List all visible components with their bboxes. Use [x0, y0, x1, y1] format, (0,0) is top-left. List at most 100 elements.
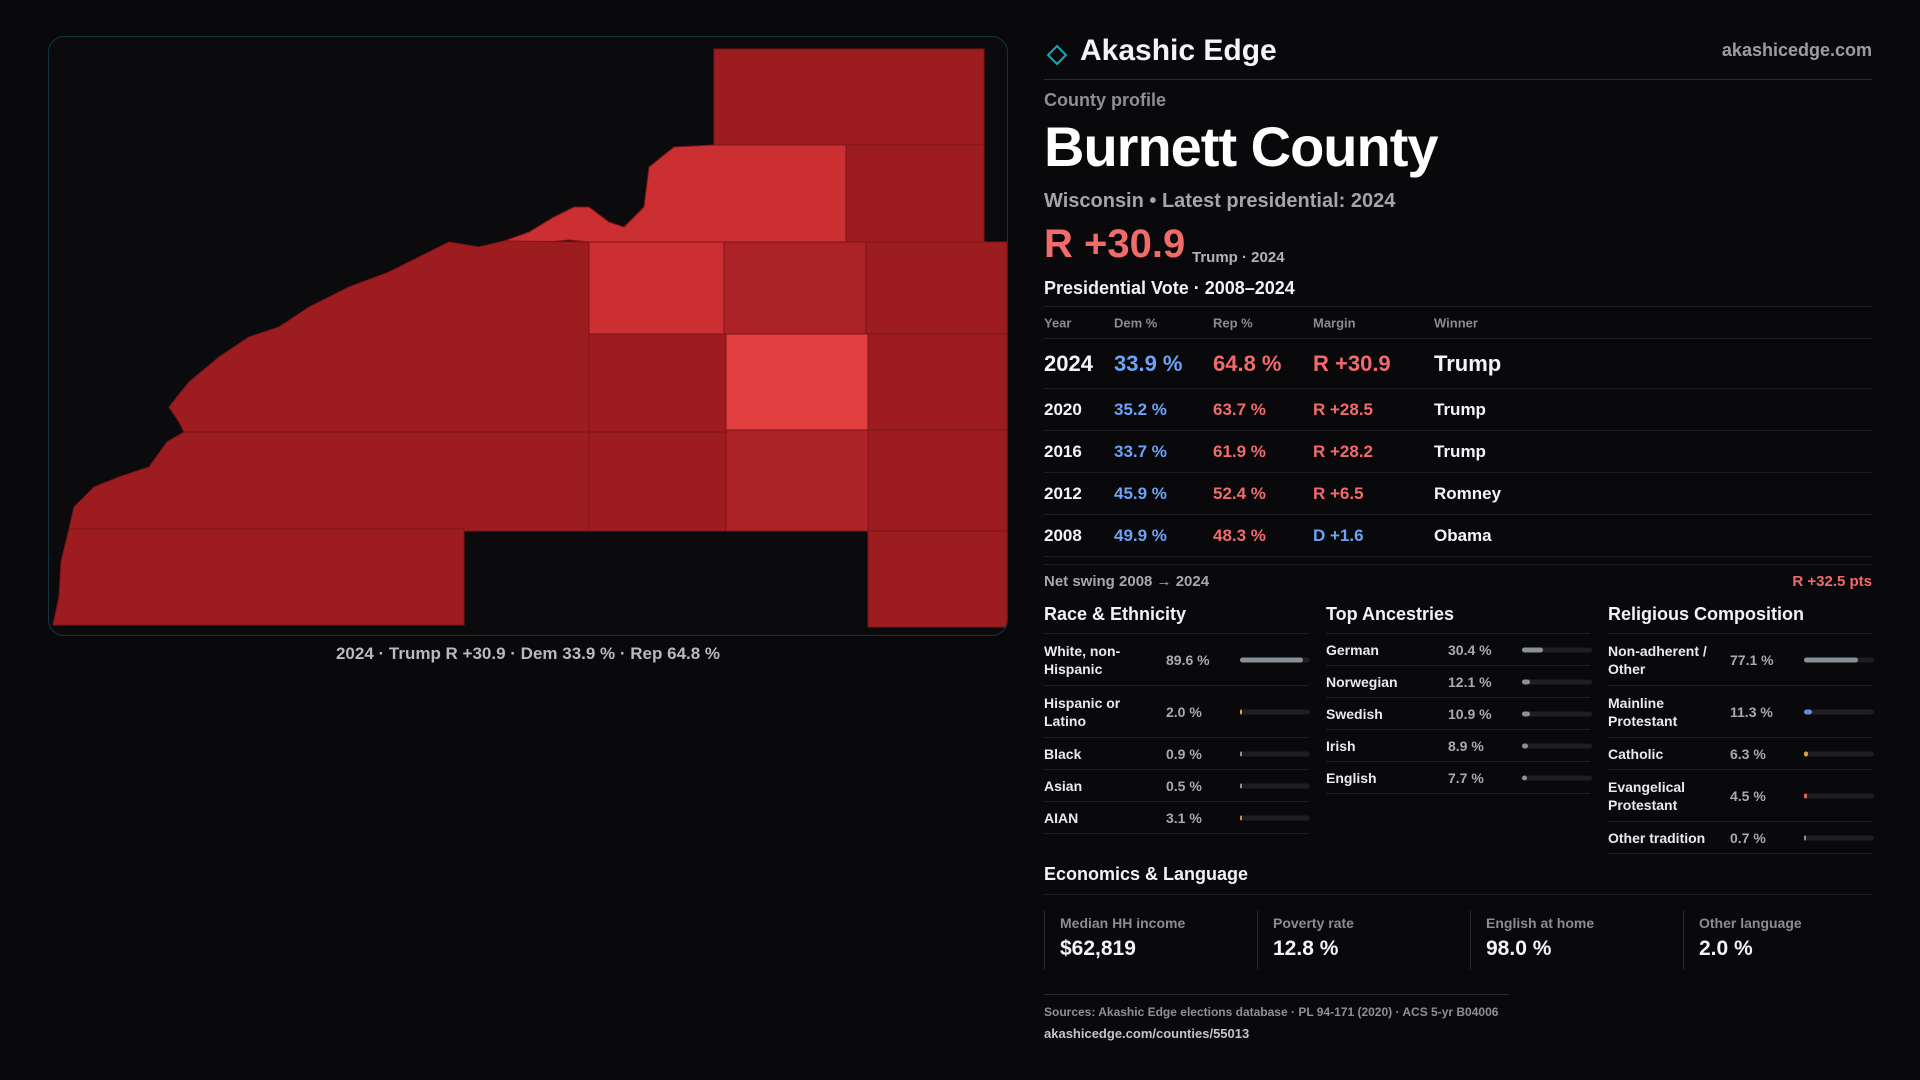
item-label: Norwegian [1326, 673, 1398, 690]
item-percent: 7.7 % [1448, 769, 1484, 786]
item-label: English [1326, 769, 1377, 786]
item-label: Non-adherent / Other [1608, 642, 1707, 677]
tract-center-bright [725, 333, 869, 431]
share-bar-track [1240, 751, 1310, 756]
cell-dem: 33.9 % [1114, 350, 1183, 376]
stat-poverty-rate: Poverty rate 12.8 % [1257, 911, 1457, 969]
tract-southeast [867, 530, 1007, 628]
cell-dem: 45.9 % [1114, 483, 1167, 503]
section-title: Religious Composition [1608, 602, 1872, 634]
item-percent: 12.1 % [1448, 673, 1492, 690]
county-source-link[interactable]: akashicedge.com/counties/55013 [1044, 1026, 1250, 1041]
col-header-margin: Margin [1313, 315, 1356, 330]
tract-east-mid [867, 333, 1007, 431]
county-map [52, 48, 1007, 628]
list-item: Irish 8.9 % [1326, 730, 1592, 762]
section-title: Top Ancestries [1326, 602, 1590, 634]
item-label: Swedish [1326, 705, 1383, 722]
item-label: Other tradition [1608, 829, 1706, 846]
cell-rep: 52.4 % [1213, 483, 1266, 503]
economics-stats: Median HH income $62,819 Poverty rate 12… [1044, 894, 1872, 972]
share-bar-fill [1240, 815, 1242, 820]
share-bar-track [1804, 835, 1874, 840]
stat-value: 2.0 % [1699, 937, 1753, 960]
table-row: 2008 49.9 % 48.3 % D +1.6 Obama [1044, 515, 1872, 557]
item-label: AIAN [1044, 809, 1079, 826]
tract-north-mid [503, 144, 847, 248]
item-label: Black [1044, 745, 1082, 762]
item-percent: 0.5 % [1166, 777, 1202, 794]
stat-label: Other language [1699, 915, 1802, 931]
share-bar-track [1522, 647, 1592, 652]
stat-value: 12.8 % [1273, 937, 1339, 960]
item-percent: 6.3 % [1730, 745, 1766, 762]
economics-section-title: Economics & Language [1044, 864, 1249, 884]
table-row: 2024 33.9 % 64.8 % R +30.9 Trump [1044, 339, 1872, 389]
item-percent: 11.3 % [1730, 703, 1773, 720]
item-percent: 8.9 % [1448, 737, 1484, 754]
stat-value: 98.0 % [1486, 937, 1552, 960]
share-bar-track [1522, 711, 1592, 716]
list-item: Swedish 10.9 % [1326, 698, 1592, 730]
tract-east-south [867, 429, 1007, 532]
tract-east-north [865, 241, 1007, 335]
share-bar-fill [1804, 793, 1807, 798]
tract-west-upper [168, 240, 590, 433]
county-profile-panel: Akashic Edge akashicedge.com County prof… [1044, 0, 1874, 1080]
cell-winner: Trump [1434, 399, 1486, 419]
share-bar-fill [1522, 743, 1528, 748]
cell-rep: 61.9 % [1213, 441, 1266, 461]
item-percent: 10.9 % [1448, 705, 1492, 722]
stat-value: $62,819 [1060, 937, 1136, 960]
share-bar-fill [1522, 679, 1530, 684]
headline-note: Trump · 2024 [1192, 249, 1285, 266]
share-bar-fill [1240, 709, 1242, 714]
item-percent: 0.9 % [1166, 745, 1202, 762]
share-bar-fill [1240, 783, 1242, 788]
item-percent: 0.7 % [1730, 829, 1766, 846]
list-item: English 7.7 % [1326, 762, 1592, 794]
tract-center-north [588, 241, 725, 335]
share-bar-fill [1240, 657, 1303, 662]
table-row: 2020 35.2 % 63.7 % R +28.5 Trump [1044, 389, 1872, 431]
share-bar-fill [1522, 647, 1543, 652]
tract-north-top [713, 48, 985, 146]
item-percent: 2.0 % [1166, 703, 1202, 720]
map-caption: 2024 · Trump R +30.9 · Dem 33.9 % · Rep … [335, 644, 721, 663]
cell-winner: Trump [1434, 441, 1486, 461]
cell-dem: 33.7 % [1114, 441, 1167, 461]
vote-table-header: Year Dem % Rep % Margin Winner [1044, 307, 1872, 339]
cell-dem: 35.2 % [1114, 399, 1167, 419]
share-bar-track [1522, 743, 1592, 748]
diamond-logo-icon [1046, 44, 1068, 66]
brand-url-link[interactable]: akashicedge.com [1721, 40, 1872, 60]
net-swing-value: R +32.5 pts [1792, 573, 1872, 590]
list-item: Catholic 6.3 % [1608, 738, 1874, 770]
col-header-rep: Rep % [1213, 315, 1253, 330]
share-bar-track [1240, 709, 1310, 714]
share-bar-track [1804, 751, 1874, 756]
share-bar-fill [1804, 709, 1812, 714]
net-swing-row: Net swing 2008 → 2024 R +32.5 pts [1044, 564, 1872, 600]
tract-center-north-2 [723, 241, 867, 335]
item-label: Mainline Protestant [1608, 694, 1678, 729]
cell-rep: 64.8 % [1213, 350, 1282, 376]
cell-dem: 49.9 % [1114, 525, 1167, 545]
item-label: Irish [1326, 737, 1356, 754]
share-bar-fill [1804, 657, 1858, 662]
share-bar-track [1804, 793, 1874, 798]
list-item: Other tradition 0.7 % [1608, 822, 1874, 854]
vote-table: Year Dem % Rep % Margin Winner 2024 33.9… [1044, 306, 1872, 557]
sources-note: Sources: Akashic Edge elections database… [1044, 1005, 1499, 1019]
cell-year: 2012 [1044, 483, 1082, 503]
stat-english-at-home: English at home 98.0 % [1470, 911, 1670, 969]
footer-divider [1044, 994, 1509, 995]
list-item: Black 0.9 % [1044, 738, 1310, 770]
item-label: Hispanic or Latino [1044, 694, 1121, 729]
tract-north-east [845, 144, 985, 243]
table-row: 2012 45.9 % 52.4 % R +6.5 Romney [1044, 473, 1872, 515]
cell-winner: Romney [1434, 483, 1502, 503]
item-label: White, non-Hispanic [1044, 642, 1121, 677]
stat-label: Median HH income [1060, 915, 1186, 931]
list-item: German 30.4 % [1326, 634, 1592, 666]
